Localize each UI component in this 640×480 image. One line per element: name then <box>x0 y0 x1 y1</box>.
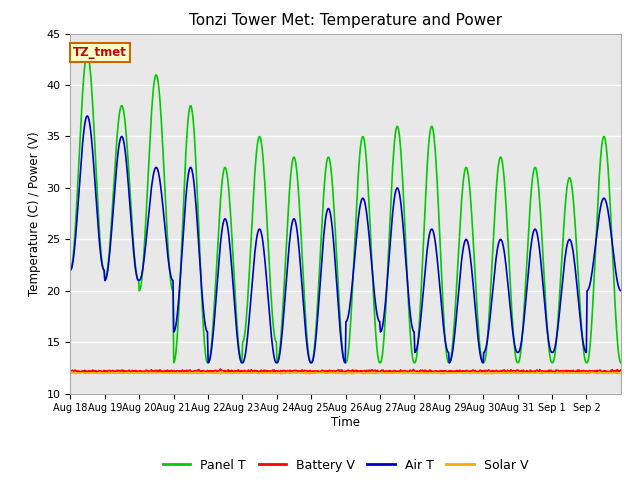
Air T <box>234 338 241 344</box>
Solar V <box>67 371 74 376</box>
Panel T <box>234 330 241 336</box>
Battery V <box>216 366 224 372</box>
Air T <box>435 270 442 276</box>
Air T <box>617 288 625 294</box>
Air T <box>404 283 412 288</box>
Panel T <box>435 206 442 212</box>
X-axis label: Time: Time <box>331 416 360 429</box>
Battery V <box>233 368 241 374</box>
Solar V <box>131 370 139 376</box>
Air T <box>261 257 269 263</box>
Text: TZ_tmet: TZ_tmet <box>73 46 127 59</box>
Y-axis label: Temperature (C) / Power (V): Temperature (C) / Power (V) <box>28 132 41 296</box>
Battery V <box>261 369 269 374</box>
Battery V <box>67 368 74 373</box>
Panel T <box>404 284 412 290</box>
Panel T <box>132 265 140 271</box>
Solar V <box>305 371 313 377</box>
Solar V <box>403 370 411 376</box>
Solar V <box>558 369 566 375</box>
Solar V <box>280 371 288 376</box>
Battery V <box>435 369 442 374</box>
Line: Solar V: Solar V <box>70 372 621 374</box>
Line: Battery V: Battery V <box>70 369 621 372</box>
Battery V <box>282 369 289 374</box>
Line: Panel T: Panel T <box>70 54 621 363</box>
Solar V <box>232 370 240 376</box>
Air T <box>204 360 212 366</box>
Solar V <box>434 370 442 376</box>
Panel T <box>282 253 289 259</box>
Air T <box>282 286 289 291</box>
Panel T <box>170 360 177 366</box>
Battery V <box>617 367 625 373</box>
Panel T <box>83 51 91 57</box>
Title: Tonzi Tower Met: Temperature and Power: Tonzi Tower Met: Temperature and Power <box>189 13 502 28</box>
Battery V <box>255 370 262 375</box>
Battery V <box>131 368 139 374</box>
Panel T <box>67 267 74 273</box>
Solar V <box>260 371 268 376</box>
Legend: Panel T, Battery V, Air T, Solar V: Panel T, Battery V, Air T, Solar V <box>158 454 533 477</box>
Air T <box>83 113 91 119</box>
Panel T <box>261 181 269 187</box>
Air T <box>67 267 74 273</box>
Panel T <box>617 360 625 366</box>
Solar V <box>617 371 625 376</box>
Battery V <box>404 368 412 374</box>
Air T <box>132 267 140 273</box>
Line: Air T: Air T <box>70 116 621 363</box>
